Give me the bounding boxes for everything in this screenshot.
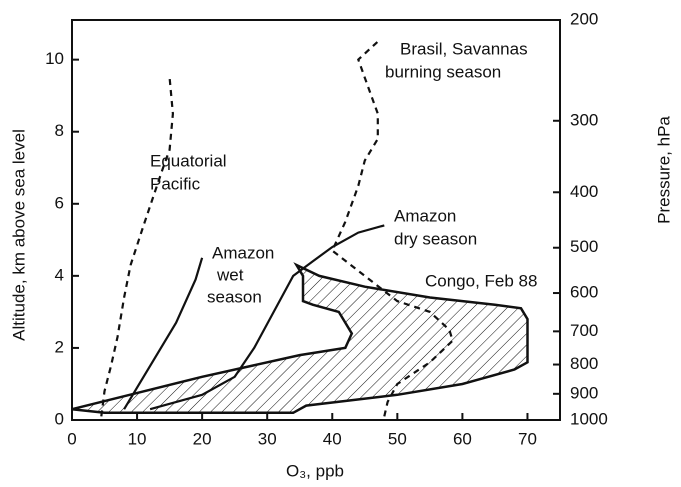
y-tick-label: 4 xyxy=(55,265,64,284)
y-tick-label: 6 xyxy=(55,193,64,212)
y2-axis-label: Pressure, hPa xyxy=(654,116,673,224)
y2-tick-label: 800 xyxy=(570,354,598,373)
y-tick-label: 10 xyxy=(45,49,64,68)
profile-label: Pacific xyxy=(150,174,201,193)
y2-tick-label: 900 xyxy=(570,383,598,402)
y-axis-label: Altitude, km above sea level xyxy=(9,129,28,341)
profile-label: season xyxy=(207,287,262,306)
y-tick-label: 2 xyxy=(55,337,64,356)
x-tick-label: 30 xyxy=(258,429,277,448)
profile-label: Congo, Feb 88 xyxy=(425,271,537,290)
x-tick-label: 0 xyxy=(67,429,76,448)
profile-label: Amazon xyxy=(212,243,274,262)
profile-line xyxy=(123,257,204,410)
y-tick-label: 0 xyxy=(55,409,64,428)
profile-label: Brasil, Savannas xyxy=(400,39,528,58)
y2-tick-label: 700 xyxy=(570,321,598,340)
profile-label: wet xyxy=(216,265,244,284)
profile-area xyxy=(71,262,529,415)
y2-tick-label: 600 xyxy=(570,283,598,302)
x-tick-label: 10 xyxy=(128,429,147,448)
plot-frame xyxy=(71,19,561,421)
profile-label: Amazon xyxy=(394,206,456,225)
y2-tick-label: 300 xyxy=(570,110,598,129)
x-tick-label: 50 xyxy=(388,429,407,448)
x-tick-label: 20 xyxy=(193,429,212,448)
y2-tick-label: 500 xyxy=(570,237,598,256)
profile-label: burning season xyxy=(385,62,501,81)
y2-tick-label: 1000 xyxy=(570,409,608,428)
profile-line xyxy=(100,76,175,417)
x-tick-label: 40 xyxy=(323,429,342,448)
profile-label: dry season xyxy=(394,229,477,248)
x-tick-label: 70 xyxy=(518,429,537,448)
y2-tick-label: 400 xyxy=(570,182,598,201)
y-tick-label: 8 xyxy=(55,121,64,140)
y2-tick-label: 200 xyxy=(570,9,598,28)
x-tick-label: 60 xyxy=(453,429,472,448)
x-axis-label: O₃, ppb xyxy=(286,461,344,480)
profile-label: Equatorial xyxy=(150,151,227,170)
